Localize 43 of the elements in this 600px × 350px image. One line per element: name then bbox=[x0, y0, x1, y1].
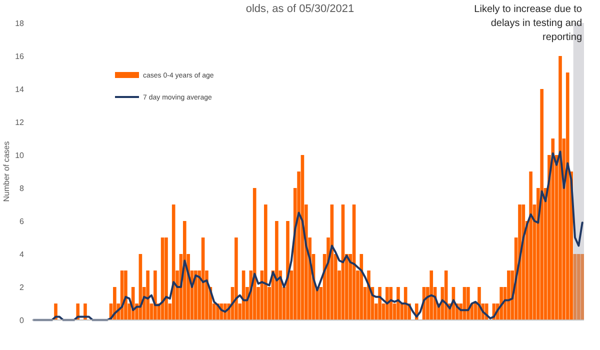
bar bbox=[566, 72, 570, 320]
y-axis-title: Number of cases bbox=[2, 141, 11, 202]
bar bbox=[551, 138, 555, 320]
bar bbox=[113, 287, 116, 320]
bar bbox=[580, 254, 584, 320]
y-tick-label: 18 bbox=[15, 18, 25, 28]
bar bbox=[360, 254, 364, 320]
bar bbox=[154, 270, 157, 320]
bar bbox=[540, 89, 544, 320]
bar bbox=[146, 270, 150, 320]
bar bbox=[396, 287, 400, 320]
bar bbox=[466, 287, 470, 320]
bar bbox=[558, 56, 562, 320]
annotation: Likely to increase due to delays in testing and reporting bbox=[474, 4, 582, 43]
bar bbox=[478, 287, 481, 320]
bar bbox=[577, 254, 580, 320]
bar bbox=[507, 270, 510, 320]
bar bbox=[386, 287, 389, 320]
line-series bbox=[32, 150, 584, 321]
y-tick-label: 14 bbox=[15, 84, 25, 94]
bar bbox=[389, 287, 393, 320]
y-tick-label: 0 bbox=[20, 316, 25, 325]
bar bbox=[164, 238, 168, 320]
y-tick-label: 8 bbox=[20, 184, 25, 193]
bar bbox=[430, 270, 434, 320]
chart-title: olds, as of 05/30/2021 bbox=[246, 3, 354, 15]
y-tick-label: 4 bbox=[20, 250, 25, 259]
bar bbox=[194, 270, 198, 320]
y-tick-label: 2 bbox=[20, 282, 25, 292]
y-tick-label: 12 bbox=[15, 118, 25, 127]
bar bbox=[529, 172, 532, 320]
bar bbox=[234, 238, 238, 320]
bar bbox=[286, 221, 290, 320]
bar bbox=[264, 204, 268, 320]
bar bbox=[182, 221, 186, 320]
y-tick-label: 10 bbox=[15, 150, 25, 160]
bar bbox=[275, 221, 278, 320]
bar bbox=[518, 204, 522, 320]
bar bbox=[124, 270, 128, 320]
y-tick-label: 16 bbox=[15, 52, 25, 61]
bar bbox=[378, 287, 382, 320]
bar bbox=[252, 188, 256, 320]
y-tick-label: 6 bbox=[20, 216, 25, 226]
